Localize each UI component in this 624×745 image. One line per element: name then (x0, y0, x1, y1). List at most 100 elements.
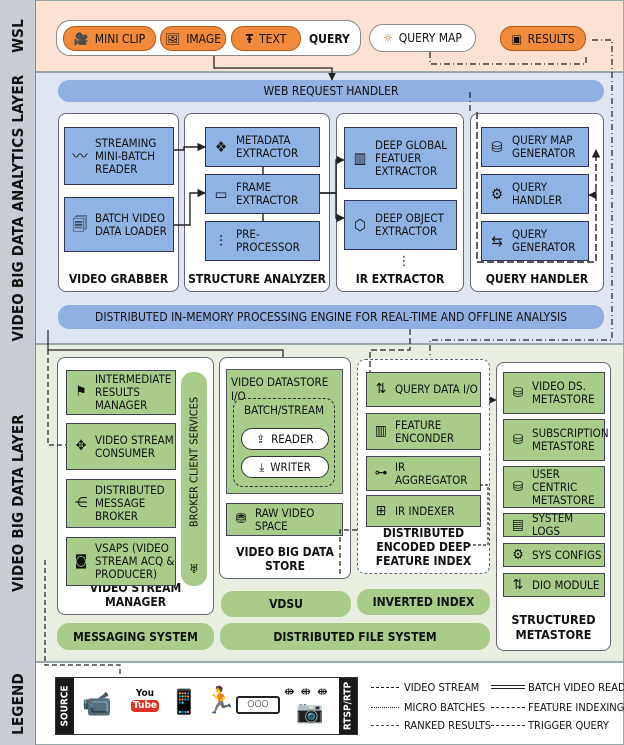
database-icon: ⛁ (512, 478, 524, 495)
intermediate-results-manager-module: ⚑ INTERMEDIATE RESULTS MANAGER (66, 370, 176, 415)
waveform-icon: 〰 (72, 146, 88, 165)
video-stream-consumer-module: ✥ VIDEO STREAM CONSUMER (66, 423, 176, 470)
wsl-side-label: WSL (0, 0, 36, 72)
raw-video-space-module: ⛃ RAW VIDEO SPACE (226, 503, 343, 536)
user-centric-metastore-item: ⛁ USER CENTRIC METASTORE (503, 466, 605, 508)
mini-clip-button[interactable]: 🎥 MINI CLIP (63, 26, 156, 51)
generator-icon: ⇆ (491, 231, 503, 250)
indexer-icon: ⊞ (375, 502, 387, 519)
image-button[interactable]: 🖼 IMAGE (160, 26, 226, 51)
database-icon: ⛃ (235, 511, 247, 527)
upload-icon: ⇪ (256, 432, 266, 446)
object-icon: ⬡ (354, 215, 366, 234)
inverted-index-pill: INVERTED INDEX (357, 589, 490, 615)
network-icon: ⋲ (74, 495, 88, 511)
query-generator-module: ⇆ QUERY GENERATOR (481, 221, 589, 261)
files-icon: 🗐 (72, 215, 88, 233)
handler-icon: ⚙ (490, 184, 504, 203)
messaging-system-pill: MESSAGING SYSTEM (57, 623, 214, 650)
encoder-icon: ▥ (375, 423, 387, 439)
legend-trigger-query: TRIGGER QUERY (528, 719, 609, 732)
aggregator-icon: ⊶ (374, 465, 388, 481)
subscription-metastore-item: ⛁ SUBSCRIPTION METASTORE (503, 419, 609, 461)
database-icon: ⛁ (512, 431, 524, 448)
results-button[interactable]: ▣ RESULTS (500, 26, 586, 51)
dio-module-item: ⇅ DIO MODULE (503, 573, 605, 597)
distributed-file-system-pill: DISTRIBUTED FILE SYSTEM (220, 623, 490, 650)
feature-encoder-module: ▥ FEATURE ENCONDER (366, 413, 481, 450)
batch-stream-group: BATCH/STREAM (233, 398, 335, 487)
video-camera-icon: 🎥 (73, 31, 89, 46)
frame-icon: ▭ (214, 184, 228, 203)
bigdata-side-label: VIDEO BIG DATA LAYER (0, 344, 36, 662)
youtube-icon: You Tube (131, 688, 159, 712)
legend-batch-video-read-line (491, 685, 525, 689)
camera-icon: ◙ (74, 553, 88, 569)
broker-client-services-column: BROKER CLIENT SERVICES ♅ (181, 372, 207, 586)
barcode-icon: ▥ (353, 148, 367, 167)
source-panel: SOURCE RTSP/RTP 📹 You Tube 📱 🏃 ○○○ ⇼⇼⇼ 📷 (55, 677, 358, 735)
query-data-io-module: ⇅ QUERY DATA I/O (366, 372, 481, 407)
sun-icon: ☼ (383, 31, 393, 45)
config-icon: ⚙ (512, 546, 524, 563)
map-icon: ⛁ (491, 137, 503, 156)
camera-icon: 📷 (296, 700, 324, 725)
legend-micro-batches-line (371, 707, 399, 708)
database-icon: ⛁ (512, 384, 524, 401)
cctv-camera-icon: 📹 (82, 690, 112, 718)
sliders-icon: ⫶ (219, 231, 223, 250)
reader-pill: ⇪ READER (241, 428, 329, 450)
image-icon: 🖼 (164, 31, 181, 46)
text-icon: Ŧ (245, 31, 254, 46)
batch-loader-module: 🗐 BATCH VIDEO DATA LOADER (64, 197, 174, 252)
person-icon: 🏃 (204, 686, 237, 716)
webcam-icon: ○○○ (236, 696, 280, 714)
writer-pill: ⤓ WRITER (241, 456, 329, 478)
distributed-message-broker-module: ⋲ DISTRIBUTED MESSAGE BROKER (66, 479, 176, 528)
ir-indexer-module: ⊞ IR INDEXER (366, 495, 481, 527)
pre-processor-module: ⫶ PRE-PROCESSOR (205, 221, 320, 261)
legend-side-label: LEGEND (0, 662, 36, 745)
legend-micro-batches: MICRO BATCHES (404, 701, 486, 714)
transfer-icon: ⇅ (512, 576, 524, 593)
broker-icon: ♅ (189, 562, 199, 576)
vsaps-module: ◙ VSAPS (VIDEO STREAM ACQ & PRODUCER) (66, 537, 176, 586)
source-label: SOURCE (56, 678, 74, 734)
legend-ranked-results: RANKED RESULTS (404, 719, 492, 732)
cubes-icon: ❖ (214, 137, 228, 156)
deep-object-extractor-module: ⬡ DEEP OBJECT EXTRACTOR (344, 200, 457, 250)
legend-batch-video-read: BATCH VIDEO READ (528, 681, 624, 694)
legend-ranked-results-line (371, 725, 399, 726)
web-request-handler-bar: WEB REQUEST HANDLER (58, 80, 604, 102)
mobile-stream-icon: 📱 (169, 688, 199, 716)
ir-aggregator-module: ⊶ IR AGGREGATOR (366, 456, 481, 491)
query-handler-module: ⚙ QUERY HANDLER (481, 174, 589, 214)
video-ds-metastore-item: ⛁ VIDEO DS. METASTORE (503, 372, 605, 414)
query-label: QUERY (309, 32, 350, 46)
download-icon: ⤓ (259, 459, 265, 474)
results-icon: ▣ (511, 31, 522, 46)
log-icon: ▤ (512, 516, 524, 533)
legend-video-stream-line (371, 687, 399, 688)
more-extractors-ellipsis: ⋮ (398, 254, 410, 269)
drone-icon: ⇼⇼⇼ (284, 684, 334, 700)
analytics-side-label: VIDEO BIG DATA ANALYTICS LAYER (0, 72, 36, 344)
processing-engine-bar: DISTRIBUTED IN-MEMORY PROCESSING ENGINE … (58, 305, 604, 329)
system-logs-item: ▤ SYSTEM LOGS (503, 512, 605, 538)
legend-feature-indexing: FEATURE INDEXING (528, 701, 624, 714)
text-button[interactable]: Ŧ TEXT (231, 26, 301, 51)
query-map-pill[interactable]: ☼ QUERY MAP (369, 24, 476, 52)
frame-extractor-module: ▭ FRAME EXTRACTOR (205, 174, 320, 214)
deep-global-feature-extractor-module: ▥ DEEP GLOBAL FEATUER EXTRACTOR (344, 127, 457, 189)
legend-video-stream: VIDEO STREAM (404, 681, 480, 694)
flag-icon: ⚑ (75, 384, 87, 400)
vdsu-pill: VDSU (221, 591, 351, 617)
broker-client-services-label: BROKER CLIENT SERVICES (187, 396, 201, 528)
sys-configs-item: ⚙ SYS CONFIGS (503, 543, 605, 567)
query-map-generator-module: ⛁ QUERY MAP GENERATOR (481, 127, 589, 167)
tree-icon: ✥ (75, 438, 87, 454)
legend-trigger-query-line (491, 725, 525, 726)
rtsp-label: RTSP/RTP (339, 678, 357, 734)
streaming-reader-module: 〰 STREAMING MINI-BATCH READER (64, 127, 174, 185)
legend-feature-indexing-line (491, 707, 525, 708)
